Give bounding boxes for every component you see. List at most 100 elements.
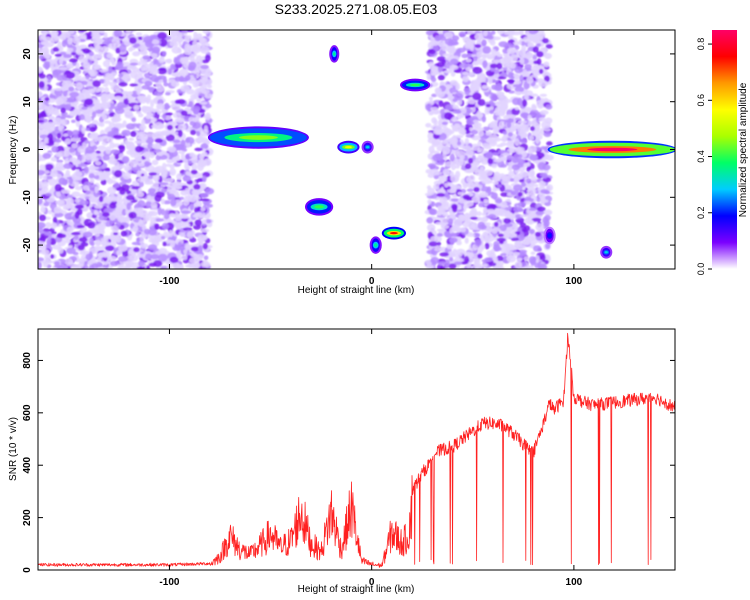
noise-speck bbox=[509, 114, 516, 119]
signal-feature-peak bbox=[548, 233, 552, 238]
noise-speck bbox=[89, 126, 96, 133]
noise-speck bbox=[56, 265, 65, 269]
noise-speck bbox=[136, 237, 141, 243]
noise-speck bbox=[38, 227, 44, 233]
noise-speck bbox=[46, 75, 52, 83]
noise-speck bbox=[450, 116, 458, 122]
noise-speck bbox=[526, 76, 534, 84]
noise-speck bbox=[38, 132, 42, 136]
noise-speck bbox=[134, 153, 142, 161]
noise-speck bbox=[464, 43, 475, 50]
noise-speck bbox=[440, 224, 450, 229]
noise-speck bbox=[141, 119, 146, 127]
x-tick-label: 0 bbox=[369, 577, 375, 588]
noise-speck bbox=[165, 134, 175, 142]
noise-speck bbox=[63, 163, 73, 170]
noise-speck bbox=[488, 77, 493, 85]
noise-speck bbox=[71, 119, 76, 124]
noise-speck bbox=[443, 70, 453, 74]
noise-speck bbox=[103, 120, 111, 124]
noise-speck bbox=[57, 97, 64, 105]
noise-speck bbox=[145, 201, 153, 208]
noise-speck bbox=[533, 245, 542, 252]
y-tick-label: 20 bbox=[22, 48, 33, 60]
noise-speck bbox=[145, 253, 153, 260]
noise-speck bbox=[56, 190, 61, 198]
noise-speck bbox=[85, 253, 93, 261]
noise-speck bbox=[439, 265, 446, 269]
noise-speck bbox=[542, 164, 551, 171]
snr-x-axis-label: Height of straight line (km) bbox=[298, 584, 415, 595]
noise-speck bbox=[499, 245, 510, 253]
noise-speck bbox=[452, 142, 459, 149]
noise-speck bbox=[54, 183, 62, 192]
noise-speck bbox=[180, 255, 188, 261]
noise-speck bbox=[84, 139, 90, 144]
noise-speck bbox=[177, 129, 183, 138]
noise-speck bbox=[499, 224, 507, 232]
noise-speck bbox=[38, 119, 45, 123]
noise-speck bbox=[190, 129, 197, 135]
noise-speck bbox=[184, 162, 189, 170]
noise-speck bbox=[148, 211, 154, 216]
noise-speck bbox=[169, 40, 176, 47]
noise-speck bbox=[53, 117, 63, 126]
noise-speck bbox=[107, 186, 117, 195]
noise-speck bbox=[133, 104, 140, 111]
noise-speck bbox=[138, 236, 145, 244]
noise-speck bbox=[444, 264, 450, 268]
noise-speck bbox=[191, 189, 201, 196]
noise-speck bbox=[459, 107, 467, 114]
noise-speck bbox=[453, 92, 464, 101]
noise-speck bbox=[431, 142, 439, 148]
noise-speck bbox=[519, 214, 529, 218]
noise-speck bbox=[174, 186, 183, 190]
noise-speck bbox=[117, 102, 126, 109]
noise-speck bbox=[472, 62, 480, 66]
noise-speck bbox=[95, 161, 102, 166]
noise-speck bbox=[176, 173, 183, 181]
noise-speck bbox=[83, 264, 89, 269]
noise-speck bbox=[495, 198, 503, 204]
noise-speck bbox=[482, 60, 488, 69]
noise-speck bbox=[117, 263, 125, 268]
noise-speck bbox=[105, 146, 112, 154]
noise-speck bbox=[428, 208, 436, 215]
noise-speck bbox=[504, 31, 514, 36]
noise-speck bbox=[122, 249, 129, 258]
noise-speck bbox=[156, 103, 165, 110]
noise-speck bbox=[491, 229, 498, 234]
noise-speck bbox=[110, 260, 120, 267]
noise-speck bbox=[134, 43, 141, 47]
noise-speck bbox=[466, 53, 472, 59]
y-tick-label: 0 bbox=[22, 567, 33, 573]
noise-speck bbox=[44, 105, 50, 114]
noise-speck bbox=[60, 86, 68, 92]
noise-speck bbox=[92, 111, 97, 118]
noise-speck bbox=[53, 108, 60, 116]
noise-speck bbox=[200, 46, 210, 54]
noise-speck bbox=[194, 147, 203, 152]
noise-speck bbox=[38, 81, 45, 88]
noise-speck bbox=[427, 187, 435, 196]
noise-speck bbox=[500, 253, 507, 257]
noise-speck bbox=[493, 246, 502, 252]
noise-speck bbox=[204, 187, 215, 195]
noise-speck bbox=[512, 252, 520, 256]
noise-speck bbox=[202, 175, 207, 183]
noise-speck bbox=[139, 146, 145, 151]
noise-speck bbox=[160, 168, 169, 175]
noise-speck bbox=[138, 113, 144, 118]
noise-speck bbox=[74, 198, 81, 203]
noise-speck bbox=[46, 237, 52, 244]
noise-speck bbox=[526, 189, 537, 193]
noise-speck bbox=[442, 146, 451, 155]
noise-speck bbox=[519, 231, 525, 239]
noise-speck bbox=[186, 35, 192, 39]
noise-speck bbox=[108, 122, 115, 128]
noise-speck bbox=[496, 184, 502, 188]
noise-speck bbox=[491, 152, 500, 156]
noise-speck bbox=[124, 260, 135, 266]
noise-speck bbox=[67, 37, 73, 45]
noise-speck bbox=[70, 232, 81, 236]
